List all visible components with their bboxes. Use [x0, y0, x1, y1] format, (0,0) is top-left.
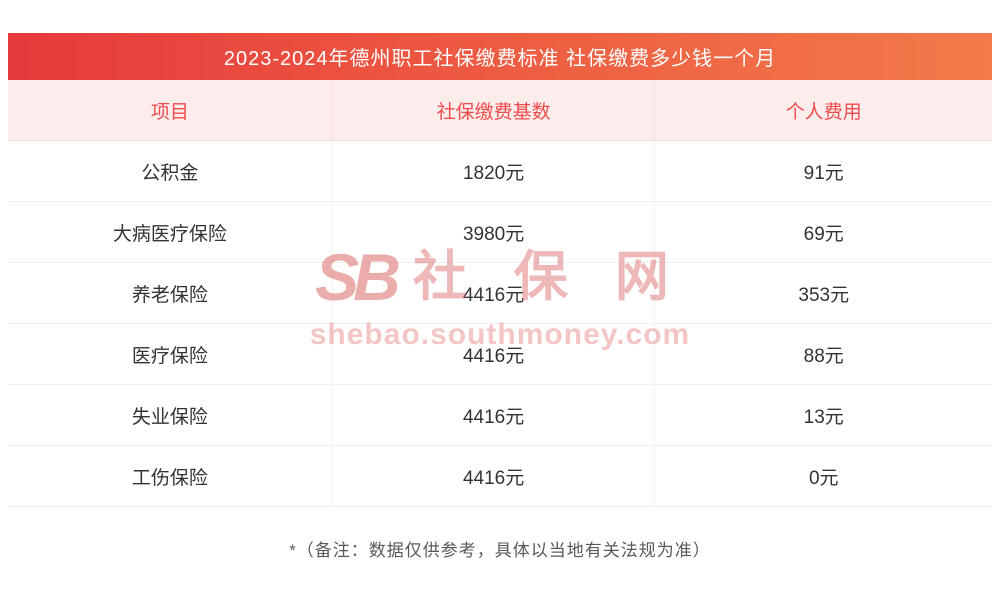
table-cell-base: 3980元: [332, 202, 656, 263]
table-cell-item: 公积金: [8, 141, 333, 202]
table-title: 2023-2024年德州职工社保缴费标准 社保缴费多少钱一个月: [8, 33, 992, 80]
table-cell-base: 4416元: [332, 385, 656, 446]
table-cell-fee: 13元: [655, 385, 992, 446]
table-cell-fee: 353元: [655, 263, 992, 324]
table-cell-base: 4416元: [332, 324, 656, 385]
table-cell-fee: 88元: [655, 324, 992, 385]
table-cell-item: 工伤保险: [8, 446, 333, 507]
table-cell-base: 4416元: [332, 263, 656, 324]
social-security-fee-table: 2023-2024年德州职工社保缴费标准 社保缴费多少钱一个月 项目 社保缴费基…: [8, 33, 992, 507]
table-cell-fee: 0元: [655, 446, 992, 507]
table-cell-fee: 69元: [655, 202, 992, 263]
table-cell-base: 1820元: [332, 141, 656, 202]
table-row: 公积金 1820元 91元: [8, 141, 992, 202]
table-cell-item: 养老保险: [8, 263, 333, 324]
table-cell-fee: 91元: [655, 141, 992, 202]
footnote: *（备注：数据仅供参考，具体以当地有关法规为准）: [289, 541, 711, 560]
table-cell-item: 大病医疗保险: [8, 202, 333, 263]
column-header-personal-fee: 个人费用: [655, 80, 992, 141]
table-row: 养老保险 4416元 353元: [8, 263, 992, 324]
column-header-item: 项目: [8, 80, 333, 141]
table-row: 工伤保险 4416元 0元: [8, 446, 992, 507]
table-row: 大病医疗保险 3980元 69元: [8, 202, 992, 263]
table-row: 医疗保险 4416元 88元: [8, 324, 992, 385]
table-cell-base: 4416元: [332, 446, 656, 507]
column-header-base: 社保缴费基数: [332, 80, 656, 141]
table-row: 失业保险 4416元 13元: [8, 385, 992, 446]
table-cell-item: 医疗保险: [8, 324, 333, 385]
table-header-row: 项目 社保缴费基数 个人费用: [8, 80, 992, 141]
table-cell-item: 失业保险: [8, 385, 333, 446]
